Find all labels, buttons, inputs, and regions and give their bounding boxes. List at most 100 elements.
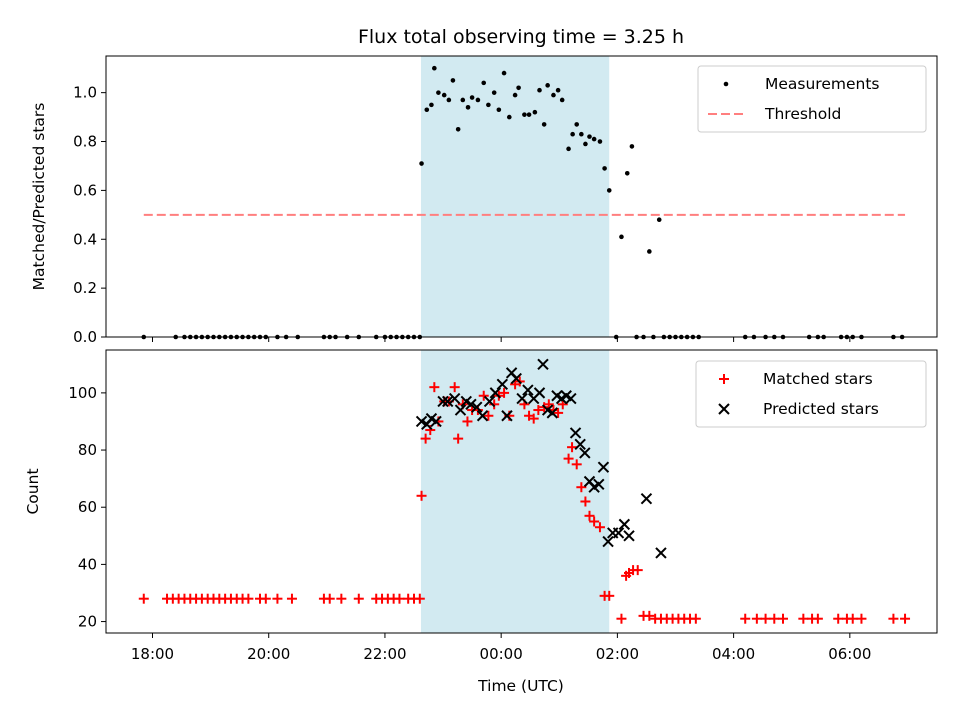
data-point	[551, 92, 556, 98]
data-point	[587, 134, 592, 139]
data-point	[394, 593, 405, 604]
data-point	[624, 170, 630, 176]
data-point	[528, 413, 539, 424]
data-point	[424, 107, 430, 113]
data-point	[496, 378, 509, 391]
data-point	[336, 593, 347, 604]
data-point	[569, 427, 582, 439]
data-point	[446, 97, 452, 103]
data-point	[416, 490, 427, 501]
data-point	[138, 593, 149, 604]
data-point	[454, 404, 467, 416]
data-point	[644, 610, 655, 621]
data-point	[602, 535, 614, 548]
data-point	[545, 83, 550, 88]
data-point	[566, 146, 571, 152]
data-point	[420, 433, 431, 444]
data-point	[559, 97, 565, 103]
data-point	[481, 80, 487, 86]
data-point	[499, 387, 510, 398]
x-tick-label: 18:00	[131, 645, 174, 663]
y-tick-label: 20	[78, 613, 97, 631]
y-tick-label: 0.2	[73, 279, 97, 297]
data-point	[593, 478, 605, 491]
series-measurements	[141, 65, 905, 340]
legend-label: Predicted stars	[763, 400, 879, 418]
x-tick-label: 06:00	[828, 645, 871, 663]
data-point	[476, 410, 489, 422]
bottom-panel: 18:00 20:00 22:00 00:00 02:00 04:00 06:00 20 40 6…	[24, 349, 938, 663]
y-tick-label: 1.0	[73, 84, 97, 102]
data-point	[602, 166, 607, 171]
data-point	[437, 395, 449, 408]
data-point	[522, 384, 534, 396]
data-point	[618, 518, 631, 531]
data-point	[619, 234, 624, 240]
data-point	[629, 144, 635, 149]
data-point	[812, 613, 823, 624]
data-point	[478, 390, 489, 401]
legend-swatch	[719, 374, 729, 384]
data-point	[563, 453, 574, 464]
data-point	[579, 447, 591, 459]
data-point	[533, 387, 546, 399]
data-point	[570, 131, 575, 137]
data-point	[324, 593, 335, 604]
legend-label: Measurements	[765, 75, 880, 93]
data-point	[453, 433, 464, 444]
data-point	[576, 482, 587, 493]
y-tick-label: 0.0	[73, 328, 97, 346]
data-point	[526, 112, 532, 117]
data-point	[483, 410, 494, 421]
data-point	[656, 217, 662, 223]
data-point	[469, 95, 475, 100]
data-point	[574, 122, 580, 127]
data-point	[655, 547, 667, 559]
data-point	[553, 407, 564, 418]
data-point	[546, 407, 559, 419]
x-axis-label: Time (UTC)	[477, 677, 564, 695]
data-point	[778, 613, 789, 624]
data-point	[465, 398, 477, 411]
y-tick-label: 40	[78, 555, 97, 573]
legend-swatch	[723, 81, 729, 87]
data-point	[537, 358, 549, 371]
data-point	[769, 613, 780, 624]
data-point	[441, 92, 447, 98]
data-point	[606, 188, 612, 193]
legend-box	[695, 360, 927, 428]
data-point	[475, 97, 481, 103]
x-tick-label: 02:00	[596, 645, 639, 663]
y-axis-label: Count	[24, 468, 42, 514]
data-point	[751, 613, 762, 624]
data-point	[489, 399, 500, 410]
legend-box	[697, 65, 927, 133]
legend-swatch	[718, 403, 730, 415]
data-point	[647, 249, 652, 254]
data-point	[597, 139, 603, 144]
data-point	[486, 102, 491, 108]
data-point	[286, 593, 297, 604]
x-tick-label: 22:00	[363, 645, 406, 663]
data-point	[533, 405, 544, 416]
data-point	[567, 442, 578, 453]
x-tick-label: 04:00	[712, 645, 755, 663]
data-point	[522, 112, 527, 117]
data-point	[574, 438, 586, 451]
data-point	[580, 496, 591, 507]
data-point	[455, 127, 461, 132]
y-tick-label: 0.8	[73, 133, 97, 151]
data-point	[597, 461, 610, 473]
data-point	[888, 613, 899, 624]
data-point	[900, 613, 911, 624]
data-point	[541, 122, 547, 127]
data-point	[589, 516, 600, 527]
data-point	[419, 161, 424, 166]
data-point	[489, 387, 502, 399]
axes-frame	[105, 55, 938, 338]
data-point	[583, 141, 588, 147]
data-point	[510, 372, 522, 385]
data-point	[640, 492, 653, 505]
data-point	[414, 593, 425, 604]
